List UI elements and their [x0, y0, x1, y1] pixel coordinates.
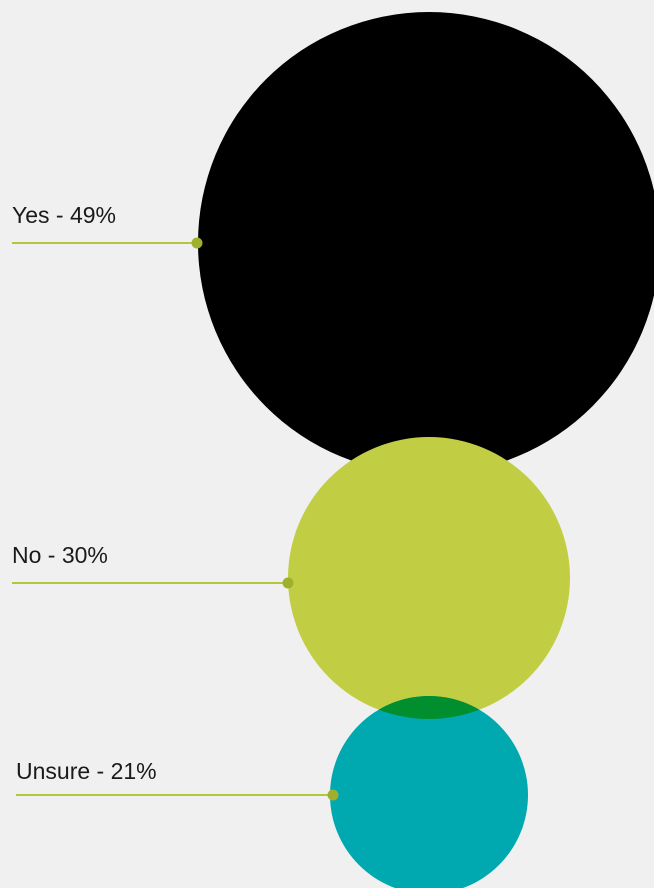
- bubble-no: [288, 437, 570, 719]
- bubble-yes: [198, 12, 654, 474]
- bubble-unsure: [330, 696, 528, 888]
- data-label-no: No - 30%: [12, 542, 108, 568]
- data-label-yes: Yes - 49%: [12, 202, 116, 228]
- leader-dot-yes: [191, 237, 203, 249]
- leader-dot-no: [282, 577, 294, 589]
- leader-dot-unsure: [327, 789, 339, 801]
- data-label-unsure: Unsure - 21%: [16, 758, 157, 784]
